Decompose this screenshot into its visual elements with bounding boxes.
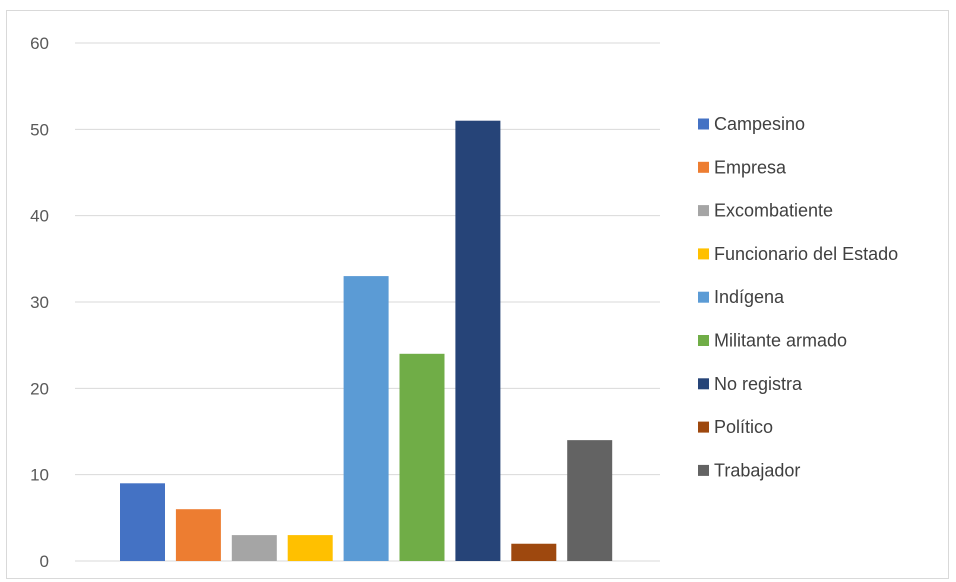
legend-label: Empresa: [714, 157, 787, 177]
y-tick-label: 40: [30, 207, 49, 226]
legend-label: Trabajador: [714, 460, 800, 480]
y-tick-label: 10: [30, 466, 49, 485]
y-tick-label: 30: [30, 293, 49, 312]
bar: [231, 535, 277, 561]
legend-swatch: [698, 421, 709, 433]
y-axis-ticks: 0 10 20 30 40 50 60: [30, 34, 49, 571]
bar: [287, 535, 333, 561]
bar: [343, 276, 389, 561]
legend: Campesino Empresa Excombatiente Funcionario…: [698, 114, 898, 480]
bars: [120, 120, 613, 561]
bar: [567, 440, 613, 561]
bar: [120, 483, 165, 561]
legend-swatch: [698, 118, 709, 130]
legend-label: Político: [714, 417, 773, 437]
y-tick-label: 0: [40, 552, 49, 571]
legend-swatch: [698, 205, 709, 217]
bar: [455, 120, 501, 561]
legend-label: Militante armado: [714, 331, 847, 351]
bar: [511, 543, 557, 561]
legend-label: Campesino: [714, 114, 805, 134]
legend-swatch: [698, 291, 709, 303]
y-tick-label: 20: [30, 379, 49, 398]
y-tick-label: 50: [30, 120, 49, 139]
legend-label: Indígena: [714, 287, 785, 307]
gridlines: [75, 42, 660, 562]
bar: [175, 509, 221, 561]
bar: [399, 353, 445, 561]
chart-frame: [6, 10, 949, 579]
legend-swatch: [698, 378, 709, 390]
legend-label: No registra: [714, 374, 803, 394]
legend-swatch: [698, 248, 709, 260]
y-tick-label: 60: [30, 34, 49, 53]
legend-swatch: [698, 464, 709, 476]
legend-swatch: [698, 335, 709, 346]
legend-label: Funcionario del Estado: [714, 244, 898, 264]
legend-label: Excombatiente: [714, 201, 833, 221]
legend-swatch: [698, 161, 709, 173]
